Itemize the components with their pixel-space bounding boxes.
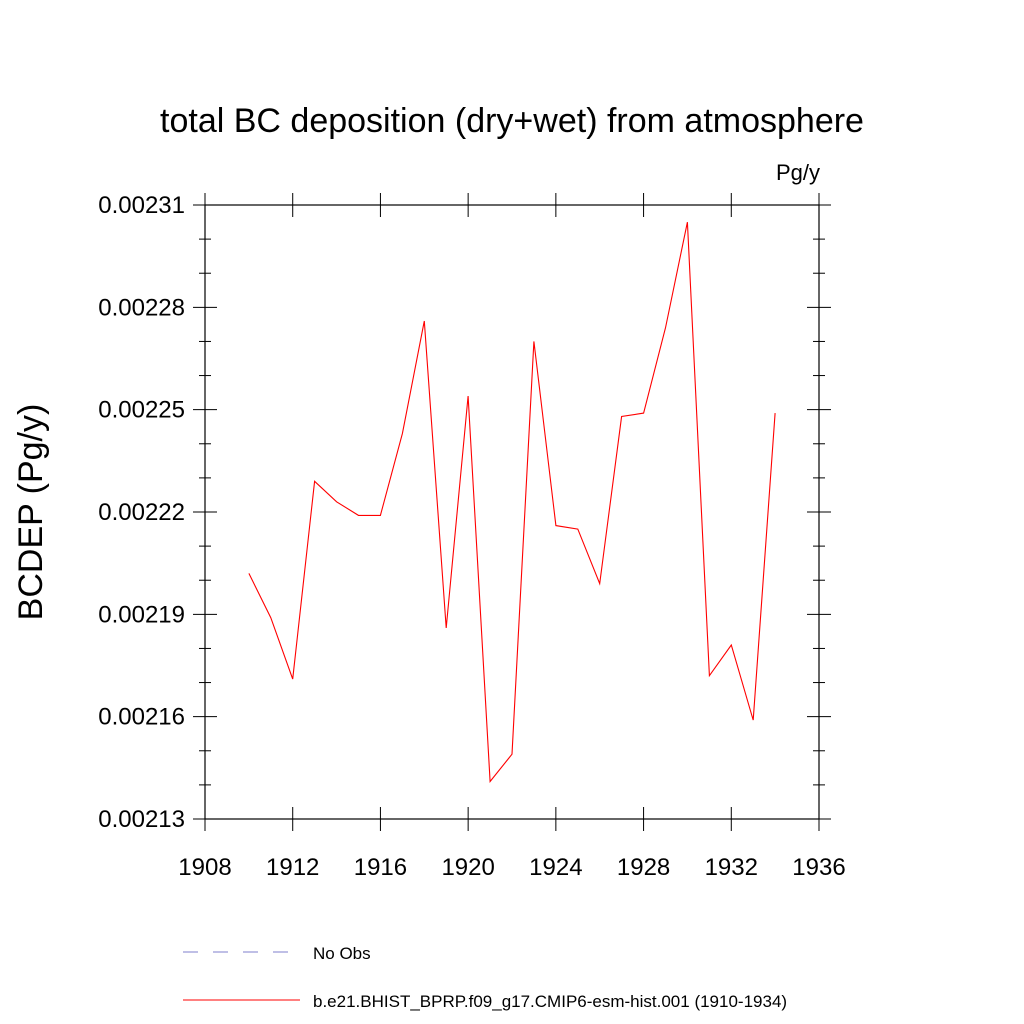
x-tick-label: 1912 [266, 854, 319, 881]
y-tick-label: 0.00228 [98, 294, 185, 321]
axis-ticks [193, 193, 831, 831]
series-line [248, 221, 776, 783]
y-tick-label: 0.00213 [98, 806, 185, 833]
plot-frame [204, 204, 820, 820]
legend: No Obs b.e21.BHIST_BPRP.f09_g17.CMIP6-esm… [183, 944, 787, 1011]
y-tick-label: 0.00222 [98, 499, 185, 526]
y-axis-label: BCDEP (Pg/y) [12, 404, 50, 621]
units-label: Pg/y [776, 160, 820, 185]
x-tick-label: 1924 [529, 854, 582, 881]
y-tick-label: 0.00231 [98, 192, 185, 219]
y-tick-labels: 0.00213 0.00216 0.00219 0.00222 0.00225 0.002… [98, 192, 185, 833]
x-tick-label: 1936 [792, 854, 845, 881]
legend-label: b.e21.BHIST_BPRP.f09_g17.CMIP6-esm-hist.… [313, 992, 787, 1011]
y-tick-label: 0.00219 [98, 601, 185, 628]
x-tick-label: 1908 [178, 854, 231, 881]
x-tick-label: 1920 [441, 854, 494, 881]
series-lines [248, 221, 776, 783]
x-tick-label: 1916 [354, 854, 407, 881]
y-tick-label: 0.00225 [98, 397, 185, 424]
legend-label: No Obs [313, 944, 371, 963]
chart-title: total BC deposition (dry+wet) from atmos… [160, 102, 864, 140]
x-tick-label: 1928 [617, 854, 670, 881]
x-tick-labels: 1908 1912 1916 1920 1924 1928 1932 1936 [178, 854, 845, 881]
x-tick-label: 1932 [705, 854, 758, 881]
y-tick-label: 0.00216 [98, 704, 185, 731]
